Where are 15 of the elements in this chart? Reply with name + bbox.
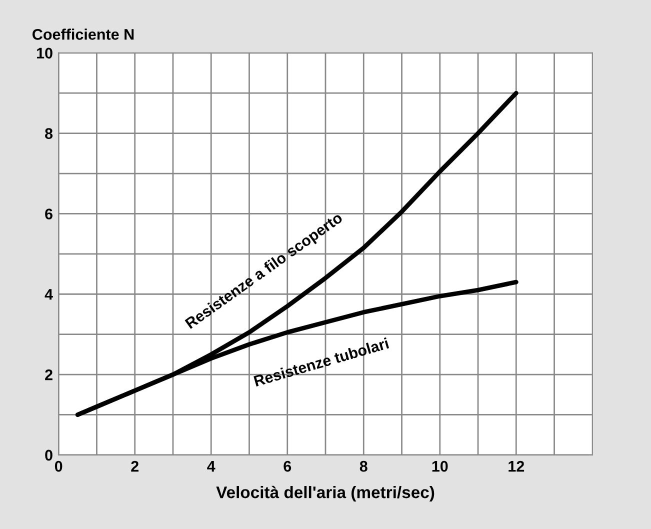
- y-tick-label: 2: [45, 369, 52, 380]
- x-tick-label: 10: [432, 460, 448, 472]
- x-tick-label: 4: [207, 461, 216, 472]
- y-tick-label: 8: [45, 128, 53, 139]
- y-axis-title: Coefficiente N: [32, 28, 134, 40]
- y-tick-label: 6: [45, 208, 52, 220]
- x-tick-label: 8: [360, 460, 368, 472]
- x-tick-label: 2: [131, 460, 138, 472]
- y-tick-label: 4: [44, 289, 53, 300]
- x-tick-label: 0: [54, 460, 62, 472]
- x-tick-label: 12: [508, 460, 524, 472]
- y-tick-label: 0: [45, 450, 52, 461]
- x-tick-label: 6: [284, 460, 292, 472]
- x-axis-title: Velocità dell'aria (metri/sec): [216, 486, 434, 502]
- y-tick-label: 10: [37, 48, 52, 59]
